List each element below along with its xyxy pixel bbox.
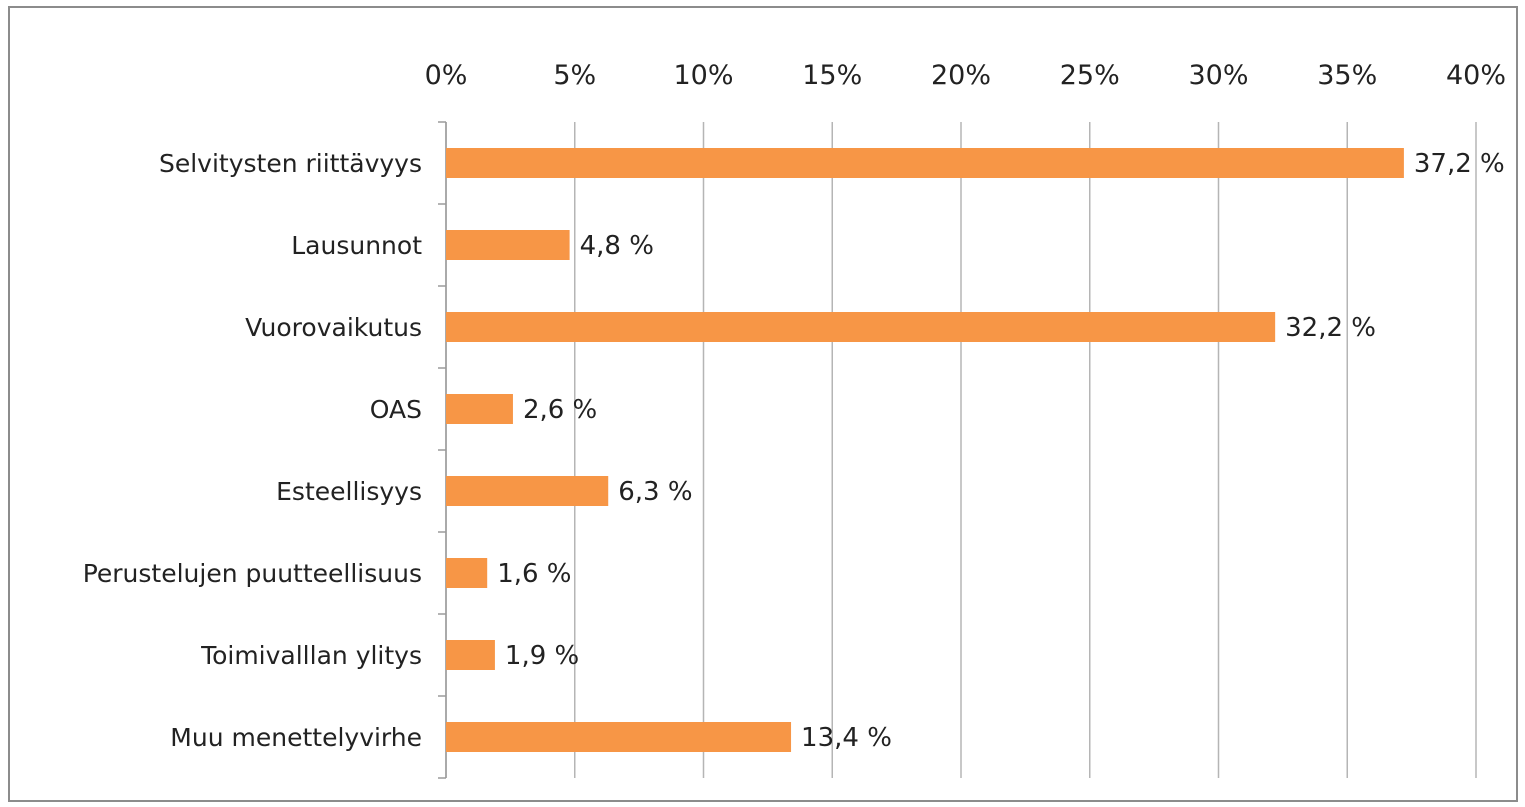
bar [446, 148, 1404, 178]
x-tick-label: 20% [931, 60, 991, 91]
data-label: 37,2 % [1414, 149, 1505, 179]
x-tick-label: 30% [1188, 60, 1248, 91]
bar [446, 558, 488, 588]
bar [446, 394, 513, 424]
chart-frame: 0% 5% 10% 15% 20% 25% 30% 35% 40% Selvitysten rii… [8, 6, 1518, 802]
category-label: Perustelujen puutteellisuus [83, 559, 422, 588]
data-label: 1,9 % [505, 641, 579, 671]
category-label: Toimivalllan ylitys [200, 641, 422, 670]
bar [446, 312, 1276, 342]
bar [446, 476, 609, 506]
x-tick-label: 40% [1446, 60, 1506, 91]
data-label: 4,8 % [580, 231, 654, 261]
data-label: 6,3 % [618, 477, 692, 507]
category-label: Lausunnot [291, 231, 422, 260]
data-label: 2,6 % [523, 395, 597, 425]
category-label: Muu menettelyvirhe [170, 723, 422, 752]
x-tick-label: 25% [1060, 60, 1120, 91]
data-label: 32,2 % [1285, 313, 1376, 343]
category-label: OAS [370, 395, 422, 424]
x-tick-label: 15% [802, 60, 862, 91]
category-label: Selvitysten riittävyys [159, 149, 422, 178]
bar [446, 230, 570, 260]
bar [446, 640, 495, 670]
data-label: 1,6 % [497, 559, 571, 589]
x-tick-label: 10% [673, 60, 733, 91]
category-label: Esteellisyys [276, 477, 422, 506]
x-tick-label: 35% [1317, 60, 1377, 91]
bar [446, 722, 792, 752]
data-label: 13,4 % [801, 723, 892, 753]
bar-chart: 0% 5% 10% 15% 20% 25% 30% 35% 40% Selvitysten rii… [83, 60, 1506, 779]
x-tick-label: 0% [425, 60, 468, 91]
category-label: Vuorovaikutus [245, 313, 422, 342]
x-tick-label: 5% [553, 60, 596, 91]
